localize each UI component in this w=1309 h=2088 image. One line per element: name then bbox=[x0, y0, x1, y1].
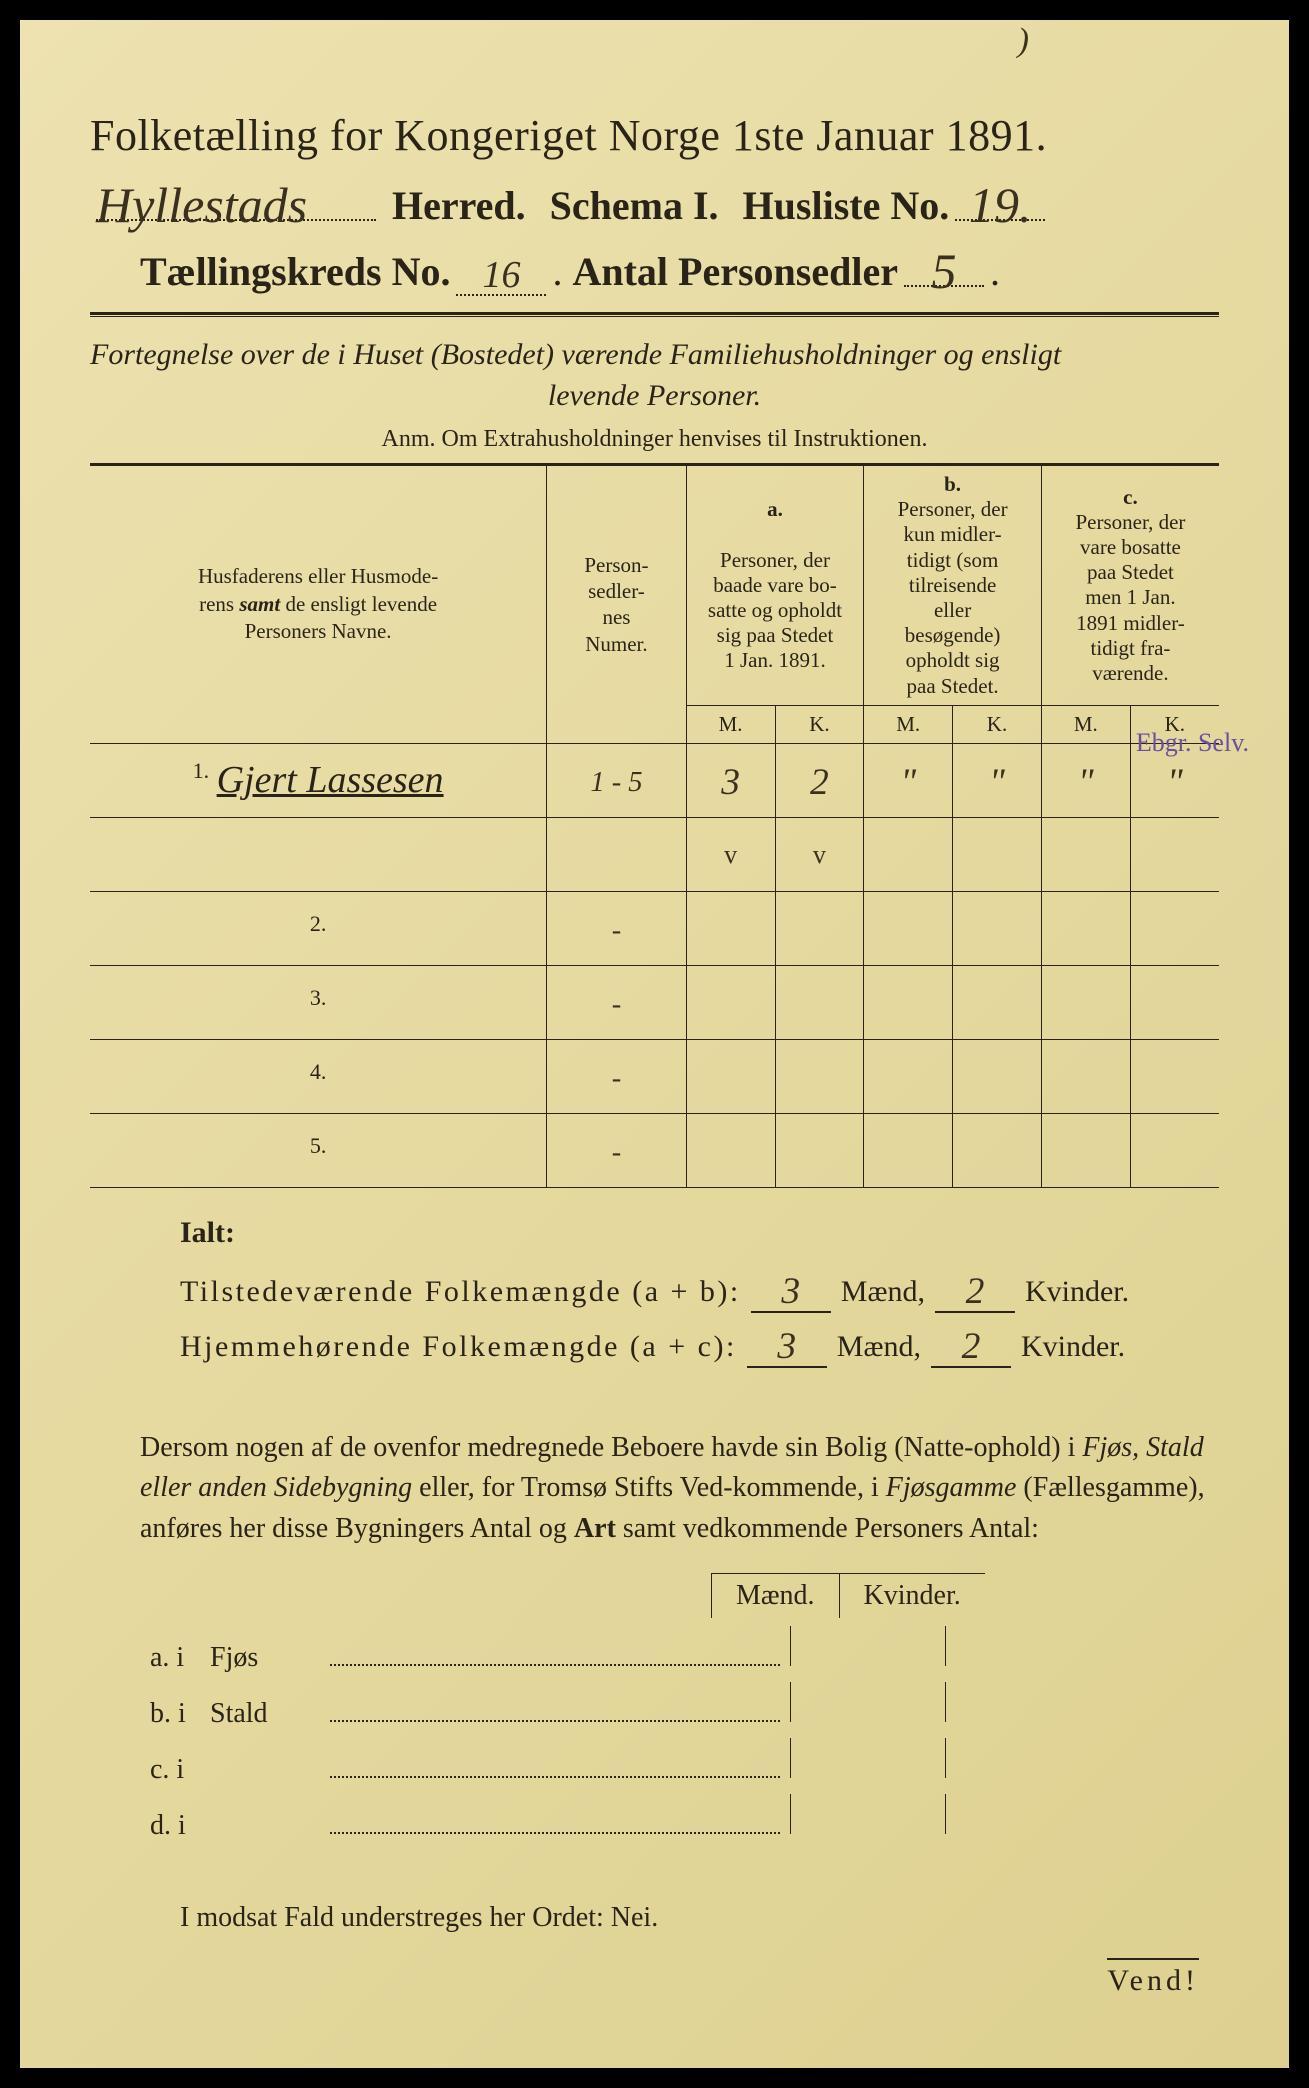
col-header-num: Person- sedler- nes Numer. bbox=[547, 465, 687, 744]
ialt-line1-m: 3 bbox=[781, 1271, 800, 1312]
herred-label: Herred. bbox=[392, 182, 526, 229]
table-row: 1. Gjert Lassesen 1 - 5 3 2 " " " " bbox=[90, 743, 1219, 817]
anm-note: Anm. Om Extrahusholdninger henvises til … bbox=[90, 426, 1219, 453]
fortegnelse-heading: Fortegnelse over de i Huset (Bostedet) v… bbox=[90, 335, 1219, 416]
table-row: 5. - bbox=[90, 1113, 1219, 1187]
col-a-m: M. bbox=[686, 705, 775, 743]
husliste-label: Husliste No. bbox=[743, 182, 950, 229]
maend-label: Mænd, bbox=[841, 1275, 925, 1308]
outbuilding-row: d. i bbox=[150, 1794, 1219, 1842]
schema-label: Schema I. bbox=[550, 182, 719, 229]
census-table: Husfaderens eller Husmode- rens samt de … bbox=[90, 463, 1219, 1188]
ialt-title: Ialt: bbox=[180, 1216, 1219, 1250]
ialt-line1-label: Tilstedeværende Folkemængde (a + b): bbox=[180, 1275, 741, 1308]
ialt-line2-label: Hjemmehørende Folkemængde (a + c): bbox=[180, 1330, 737, 1363]
ialt-line1-k: 2 bbox=[966, 1271, 985, 1312]
taellingskreds-label: Tællingskreds No. bbox=[140, 248, 450, 295]
personsedler-value: 5 bbox=[931, 243, 956, 299]
fortegnelse-line2: levende Personer. bbox=[90, 376, 1219, 417]
modsat-line: I modsat Fald understreges her Ordet: Ne… bbox=[180, 1902, 1219, 1934]
main-title: Folketælling for Kongeriget Norge 1ste J… bbox=[90, 110, 1219, 161]
header-line-2: Hyllestads Herred. Schema I. Husliste No… bbox=[90, 173, 1219, 229]
mk-kvinder: Kvinder. bbox=[839, 1573, 985, 1618]
kvinder-label: Kvinder. bbox=[1025, 1275, 1129, 1308]
table-row: 4. - bbox=[90, 1039, 1219, 1113]
fortegnelse-line1: Fortegnelse over de i Huset (Bostedet) v… bbox=[90, 338, 1061, 371]
mk-column-header: Mænd. Kvinder. bbox=[711, 1573, 1219, 1618]
ialt-line2-m: 3 bbox=[777, 1326, 796, 1367]
table-row: 2. - bbox=[90, 891, 1219, 965]
outbuildings-paragraph: Dersom nogen af de ovenfor medregnede Be… bbox=[90, 1428, 1219, 1550]
totals-block: Ialt: Tilstedeværende Folkemængde (a + b… bbox=[90, 1216, 1219, 1368]
col-header-names: Husfaderens eller Husmode- rens samt de … bbox=[90, 465, 547, 744]
vend-label: Vend! bbox=[1107, 1958, 1199, 1998]
ialt-line-1: Tilstedeværende Folkemængde (a + b): 3 M… bbox=[180, 1268, 1219, 1313]
outbuilding-row: c. i bbox=[150, 1738, 1219, 1786]
personsedler-label: Antal Personsedler bbox=[572, 248, 898, 295]
divider bbox=[90, 312, 1219, 317]
header-line-3: Tællingskreds No. 16 . Antal Personsedle… bbox=[90, 239, 1219, 296]
stray-paren: ) bbox=[1018, 22, 1029, 1578]
outbuilding-row: a. i Fjøs bbox=[150, 1626, 1219, 1674]
col-b-m: M. bbox=[864, 705, 953, 743]
outbuildings-list: a. i Fjøs b. i Stald c. i d. i bbox=[90, 1626, 1219, 1842]
col-header-a: a. Personer, der baade vare bo- satte og… bbox=[686, 465, 864, 706]
ialt-line2-k: 2 bbox=[962, 1326, 981, 1367]
maend-label2: Mænd, bbox=[837, 1330, 921, 1363]
ialt-line-2: Hjemmehørende Folkemængde (a + c): 3 Mæn… bbox=[180, 1323, 1219, 1368]
census-form-page: Folketælling for Kongeriget Norge 1ste J… bbox=[20, 20, 1289, 2068]
mk-maend: Mænd. bbox=[711, 1573, 839, 1618]
col-header-c: c. Personer, der vare bosatte paa Stedet… bbox=[1041, 465, 1219, 706]
col-a-k: K. bbox=[775, 705, 864, 743]
col-header-b: b. Personer, der kun midler- tidigt (som… bbox=[864, 465, 1042, 706]
taellingskreds-value: 16 bbox=[482, 254, 520, 296]
outbuilding-row: b. i Stald bbox=[150, 1682, 1219, 1730]
col-c-m: M. bbox=[1041, 705, 1130, 743]
table-row: v v bbox=[90, 817, 1219, 891]
kvinder-label2: Kvinder. bbox=[1021, 1330, 1125, 1363]
herred-value: Hyllestads bbox=[96, 177, 307, 233]
table-row: 3. - bbox=[90, 965, 1219, 1039]
margin-annotation: Ebgr. Selv. bbox=[1136, 728, 1249, 758]
